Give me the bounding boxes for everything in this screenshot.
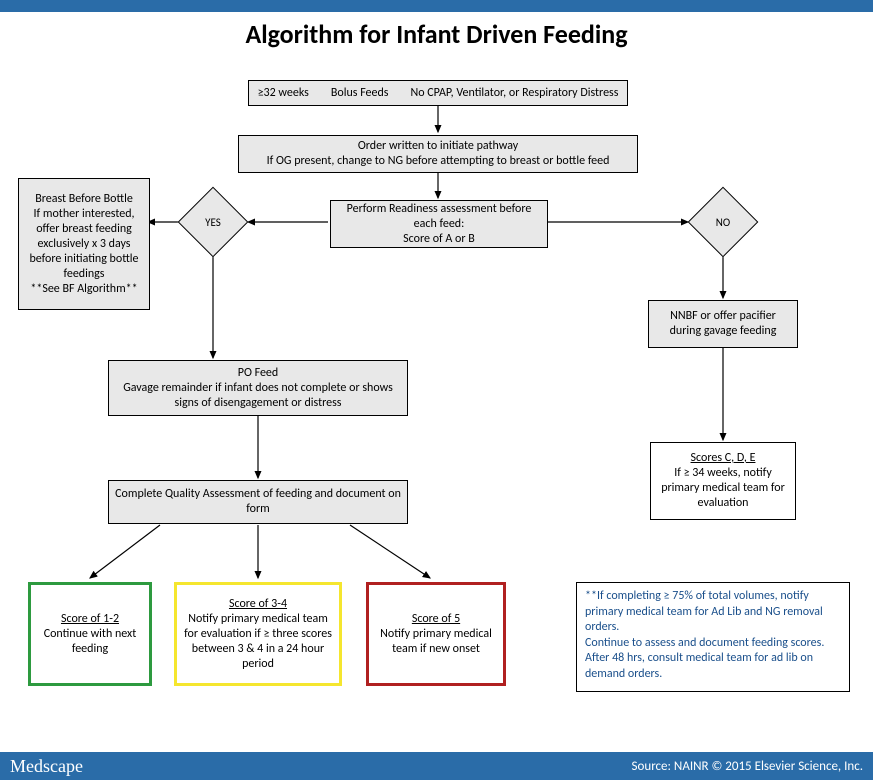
- order-text: Order written to initiate pathway If OG …: [267, 139, 610, 169]
- node-readiness: Perform Readiness assessment before each…: [330, 200, 548, 248]
- node-score-5: Score of 5 Notify primary medical team i…: [366, 582, 506, 686]
- yes-label: YES: [205, 216, 221, 229]
- decision-no: NO: [688, 187, 758, 257]
- node-nnbf: NNBF or offer pacifier during gavage fee…: [648, 300, 798, 348]
- node-score-1-2: Score of 1-2 Continue with next feeding: [28, 582, 152, 686]
- quality-text: Complete Quality Assessment of feeding a…: [115, 487, 401, 517]
- scores-cde-title: Scores C, D, E: [691, 451, 756, 466]
- breast-before-text: Breast Before Bottle If mother intereste…: [25, 192, 143, 297]
- criteria-b: Bolus Feeds: [331, 86, 389, 101]
- node-quality: Complete Quality Assessment of feeding a…: [108, 480, 408, 524]
- node-breast-before: Breast Before Bottle If mother intereste…: [18, 178, 150, 310]
- score34-body: Notify primary medical team for evaluati…: [183, 612, 333, 672]
- score12-title: Score of 1-2: [61, 612, 119, 627]
- po-feed-text: PO Feed Gavage remainder if infant does …: [115, 366, 401, 411]
- footnote-text: **If completing ≥ 75% of total volumes, …: [585, 589, 824, 681]
- source-text: Source: NAINR © 2015 Elsevier Science, I…: [632, 759, 863, 774]
- decision-yes: YES: [178, 187, 248, 257]
- node-scores-cde: Scores C, D, E If ≥ 34 weeks, notify pri…: [650, 442, 796, 520]
- criteria-c: No CPAP, Ventilator, or Respiratory Dist…: [410, 86, 618, 101]
- score5-title: Score of 5: [412, 612, 460, 627]
- no-label: NO: [716, 216, 730, 229]
- score12-body: Continue with next feeding: [37, 627, 143, 657]
- criteria-a: ≥32 weeks: [258, 86, 309, 101]
- scores-cde-body: If ≥ 34 weeks, notify primary medical te…: [657, 466, 789, 511]
- footnote-box: **If completing ≥ 75% of total volumes, …: [576, 582, 850, 692]
- bottom-bar: Medscape Source: NAINR © 2015 Elsevier S…: [0, 752, 873, 780]
- score5-body: Notify primary medical team if new onset: [375, 627, 497, 657]
- node-criteria: ≥32 weeks Bolus Feeds No CPAP, Ventilato…: [248, 80, 628, 106]
- page-title: Algorithm for Infant Driven Feeding: [0, 18, 873, 50]
- readiness-text: Perform Readiness assessment before each…: [337, 202, 541, 247]
- brand-logo: Medscape: [10, 756, 83, 777]
- top-bar: [0, 0, 873, 12]
- node-order: Order written to initiate pathway If OG …: [238, 135, 638, 173]
- node-score-3-4: Score of 3-4 Notify primary medical team…: [174, 582, 342, 686]
- score34-title: Score of 3-4: [229, 597, 287, 612]
- node-po-feed: PO Feed Gavage remainder if infant does …: [108, 360, 408, 416]
- nnbf-text: NNBF or offer pacifier during gavage fee…: [655, 309, 791, 339]
